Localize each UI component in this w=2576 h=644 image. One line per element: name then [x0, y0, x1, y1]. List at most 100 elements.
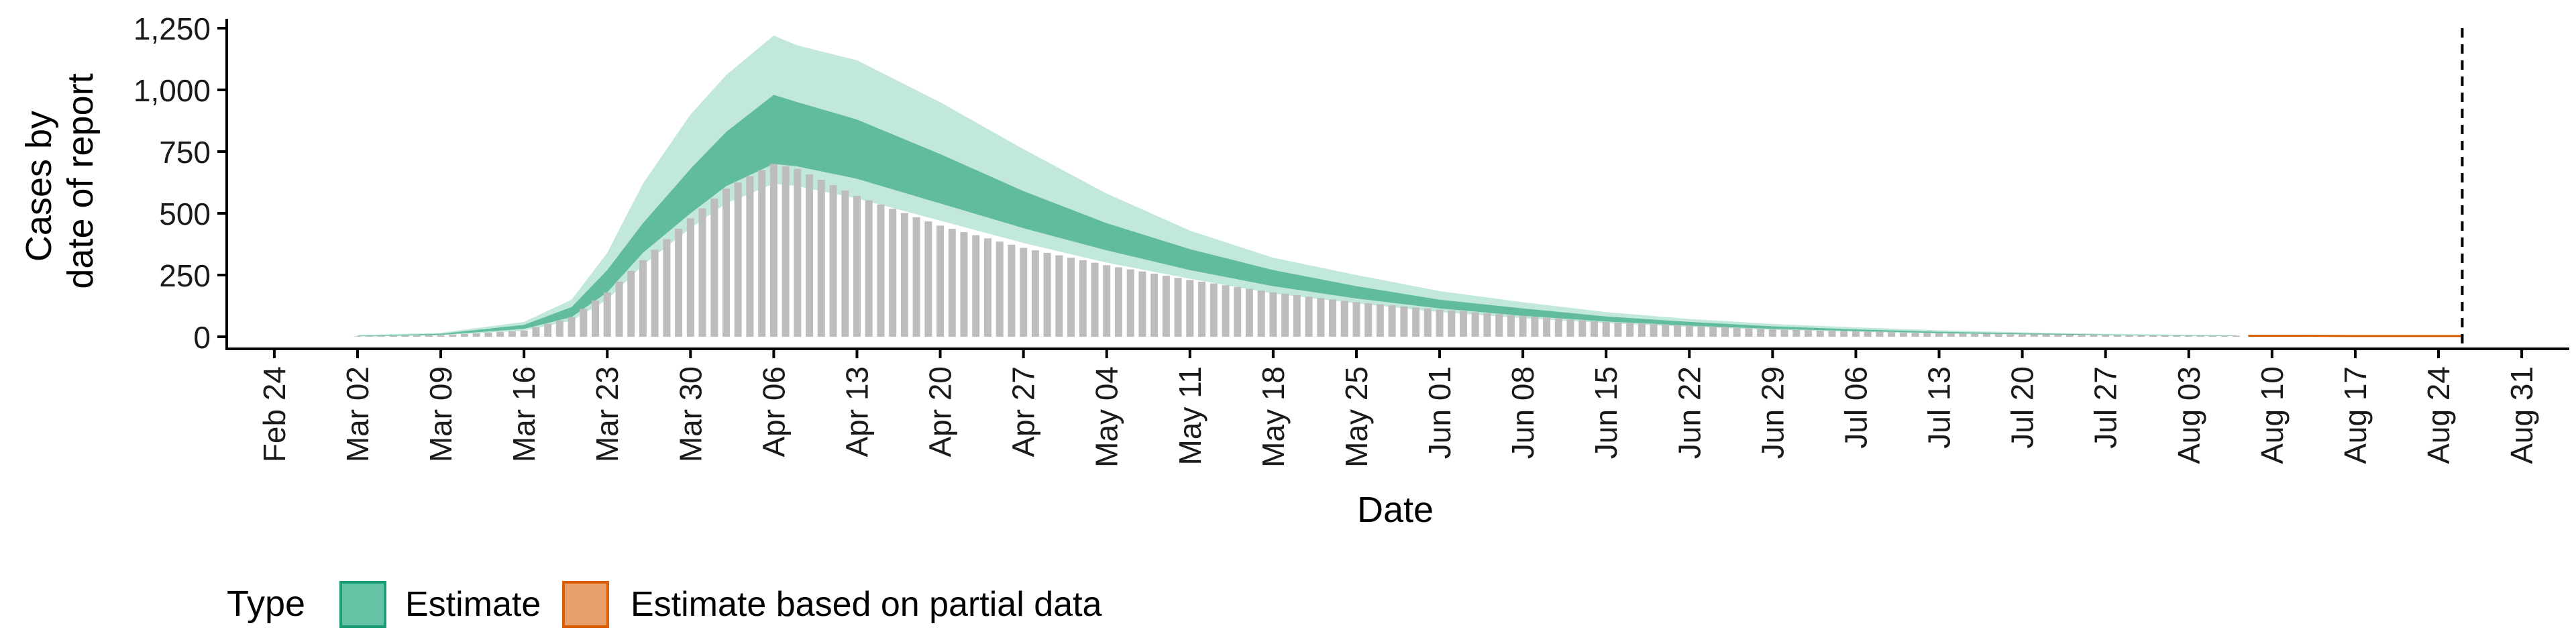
- x-tick-label: Jul 27: [2088, 366, 2123, 449]
- observed-case-bar: [639, 260, 647, 337]
- observed-case-bar: [1305, 297, 1313, 337]
- plot-areas: [358, 36, 2237, 337]
- observed-case-bar: [1662, 324, 1670, 337]
- observed-case-bar: [1578, 320, 1587, 337]
- observed-case-bar: [1008, 244, 1016, 337]
- observed-case-bar: [1079, 260, 1087, 337]
- observed-case-bar: [1138, 271, 1146, 337]
- observed-case-bar: [2090, 335, 2098, 337]
- y-tick-label: 1,250: [133, 11, 211, 46]
- observed-case-bar: [2042, 334, 2050, 337]
- x-tick-label: Aug 10: [2255, 366, 2290, 464]
- x-tick-label: Jun 08: [1505, 366, 1540, 459]
- x-tick-label: Aug 03: [2171, 366, 2206, 464]
- observed-case-bar: [1162, 276, 1170, 337]
- observed-case-bar: [698, 208, 706, 337]
- observed-case-bar: [2161, 335, 2169, 337]
- observed-case-bar: [1103, 265, 1111, 337]
- observed-case-bar: [746, 176, 754, 337]
- observed-case-bar: [2078, 335, 2086, 337]
- observed-case-bar: [496, 331, 504, 337]
- observed-case-bar: [1780, 329, 1788, 337]
- legend-title: Type: [227, 584, 305, 624]
- observed-case-bar: [1591, 321, 1598, 337]
- observed-case-bar: [2208, 335, 2216, 337]
- y-ticks: 0 250 500 750 1,000 1,250: [133, 11, 227, 355]
- observed-case-bar: [841, 191, 849, 337]
- observed-case-bar: [1864, 331, 1872, 337]
- observed-case-bar: [508, 331, 516, 337]
- observed-case-bar: [865, 200, 873, 337]
- observed-case-bar: [1186, 280, 1194, 337]
- observed-case-bar: [1531, 317, 1539, 337]
- observed-case-bar: [651, 250, 659, 337]
- observed-case-bar: [1935, 333, 1943, 337]
- observed-case-bar: [389, 335, 397, 337]
- observed-case-bar: [544, 323, 552, 337]
- observed-case-bar: [996, 241, 1004, 337]
- observed-case-bar: [1460, 311, 1467, 337]
- observed-case-bar: [1792, 329, 1801, 337]
- y-axis-title: Cases by date of report: [19, 73, 101, 288]
- observed-case-bar: [1293, 295, 1301, 337]
- observed-case-bar: [413, 335, 421, 337]
- legend-swatch-partial: [562, 581, 609, 628]
- x-tick-label: Jul 20: [2005, 366, 2040, 449]
- observed-case-bar: [2066, 335, 2074, 337]
- observed-case-bar: [615, 281, 623, 337]
- observed-case-bar: [449, 334, 457, 337]
- observed-case-bar: [1257, 290, 1265, 337]
- observed-case-bar: [1400, 306, 1408, 337]
- observed-case-bar: [2137, 335, 2145, 337]
- observed-case-bar: [1126, 269, 1134, 337]
- x-tick-label: Aug 31: [2504, 366, 2539, 464]
- observed-case-bar: [1685, 325, 1693, 337]
- observed-case-bar: [948, 229, 956, 337]
- observed-case-bar: [924, 221, 932, 337]
- legend-label-partial: Estimate based on partial data: [631, 585, 1102, 624]
- observed-case-bar: [1733, 327, 1741, 337]
- observed-case-bar: [1234, 286, 1242, 337]
- observed-case-bar: [1828, 331, 1836, 337]
- observed-case-bar: [1816, 330, 1824, 337]
- x-tick-label: Jul 06: [1838, 366, 1873, 449]
- observed-case-bar: [1721, 327, 1729, 337]
- observed-case-bars: [354, 164, 2241, 337]
- observed-case-bar: [1020, 248, 1028, 337]
- y-tick-label: 0: [193, 320, 211, 355]
- x-tick-label: May 11: [1173, 366, 1208, 465]
- observed-case-bar: [1745, 328, 1753, 337]
- observed-case-bar: [1091, 262, 1099, 337]
- observed-case-bar: [1840, 331, 1848, 337]
- observed-case-bar: [829, 185, 837, 337]
- observed-case-bar: [1757, 329, 1765, 337]
- observed-case-bar: [806, 174, 814, 337]
- x-tick-label: May 18: [1256, 366, 1291, 468]
- x-ticks: Feb 24 Mar 02 Mar 09 Mar 16 Mar 23 Mar 30 Apr …: [257, 349, 2539, 468]
- observed-case-bar: [853, 196, 861, 337]
- observed-case-bar: [2173, 335, 2181, 337]
- observed-case-bar: [2125, 335, 2133, 337]
- x-axis-title: Date: [1357, 490, 1434, 530]
- x-tick-label: Mar 23: [590, 366, 625, 462]
- observed-case-bar: [2220, 335, 2229, 337]
- observed-case-bar: [627, 270, 635, 337]
- estimate-ci90-band: [358, 36, 2237, 337]
- observed-case-bar: [2185, 335, 2193, 337]
- x-tick-label: Mar 02: [340, 366, 375, 462]
- estimate-ci50-band: [358, 95, 2237, 337]
- observed-case-bar: [794, 168, 802, 337]
- observed-case-bar: [1566, 319, 1574, 337]
- observed-case-bar: [354, 336, 362, 337]
- legend-swatch-estimate: [339, 581, 386, 628]
- observed-case-bar: [1911, 332, 1919, 337]
- observed-case-bar: [1994, 333, 2002, 337]
- observed-case-bar: [1971, 333, 1979, 337]
- observed-case-bar: [592, 301, 599, 337]
- observed-case-bar: [1554, 318, 1562, 337]
- observed-case-bar: [1899, 332, 1907, 337]
- observed-case-bar: [461, 333, 468, 337]
- observed-case-bar: [817, 180, 825, 337]
- y-tick-label: 750: [159, 135, 211, 170]
